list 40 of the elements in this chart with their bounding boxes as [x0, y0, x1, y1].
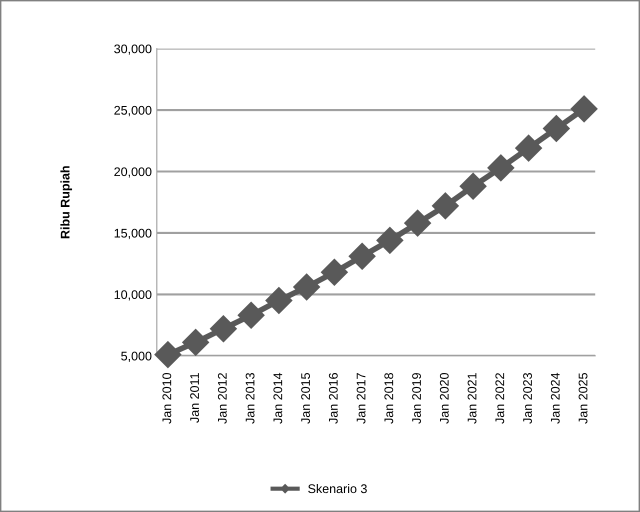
y-tick-label: 25,000 [114, 106, 152, 116]
point [432, 192, 459, 220]
point [210, 315, 237, 342]
x-tick-label: Jan 2015 [301, 373, 310, 424]
point [542, 115, 570, 142]
point [265, 287, 292, 314]
x-tick-label: Jan 2018 [384, 373, 394, 424]
y-tick-label: 30,000 [114, 44, 152, 55]
x-tick-label: Jan 2023 [523, 373, 532, 424]
point [570, 95, 598, 122]
y-tick-label: 20,000 [114, 167, 152, 178]
x-tick-label: Jan 2017 [356, 373, 366, 424]
x-tick-label: Jan 2024 [550, 372, 560, 424]
x-tick-label: Jan 2016 [328, 373, 338, 424]
point [515, 134, 542, 162]
y-tick-label: 15,000 [114, 228, 152, 240]
x-tick-label: Jan 2014 [273, 372, 282, 424]
point [320, 258, 348, 286]
y-tick-label: 10,000 [114, 290, 152, 301]
x-tick-label: Jan 2011 [190, 373, 199, 423]
x-tick-label: Jan 2012 [218, 373, 227, 424]
x-tick-label: Jan 2020 [440, 372, 449, 424]
x-tick-label: Jan 2010 [162, 372, 172, 424]
point [376, 226, 404, 254]
y-axis-title: Ribu Rupiah [60, 166, 72, 238]
point [182, 328, 210, 356]
point [154, 341, 182, 368]
legend-label: Skenario 3 [308, 484, 367, 494]
point [348, 242, 376, 270]
x-tick-label: Jan 2019 [412, 373, 421, 424]
x-tick-label: Jan 2025 [578, 373, 588, 424]
y-tick-label: 5,000 [121, 352, 152, 362]
x-tick-label: Jan 2021 [468, 373, 476, 424]
point [404, 210, 432, 237]
x-tick-label: Jan 2013 [246, 373, 254, 424]
point [238, 302, 265, 329]
x-tick-label: Jan 2022 [495, 373, 504, 424]
point [487, 154, 514, 182]
point [293, 274, 320, 300]
point [460, 172, 487, 200]
